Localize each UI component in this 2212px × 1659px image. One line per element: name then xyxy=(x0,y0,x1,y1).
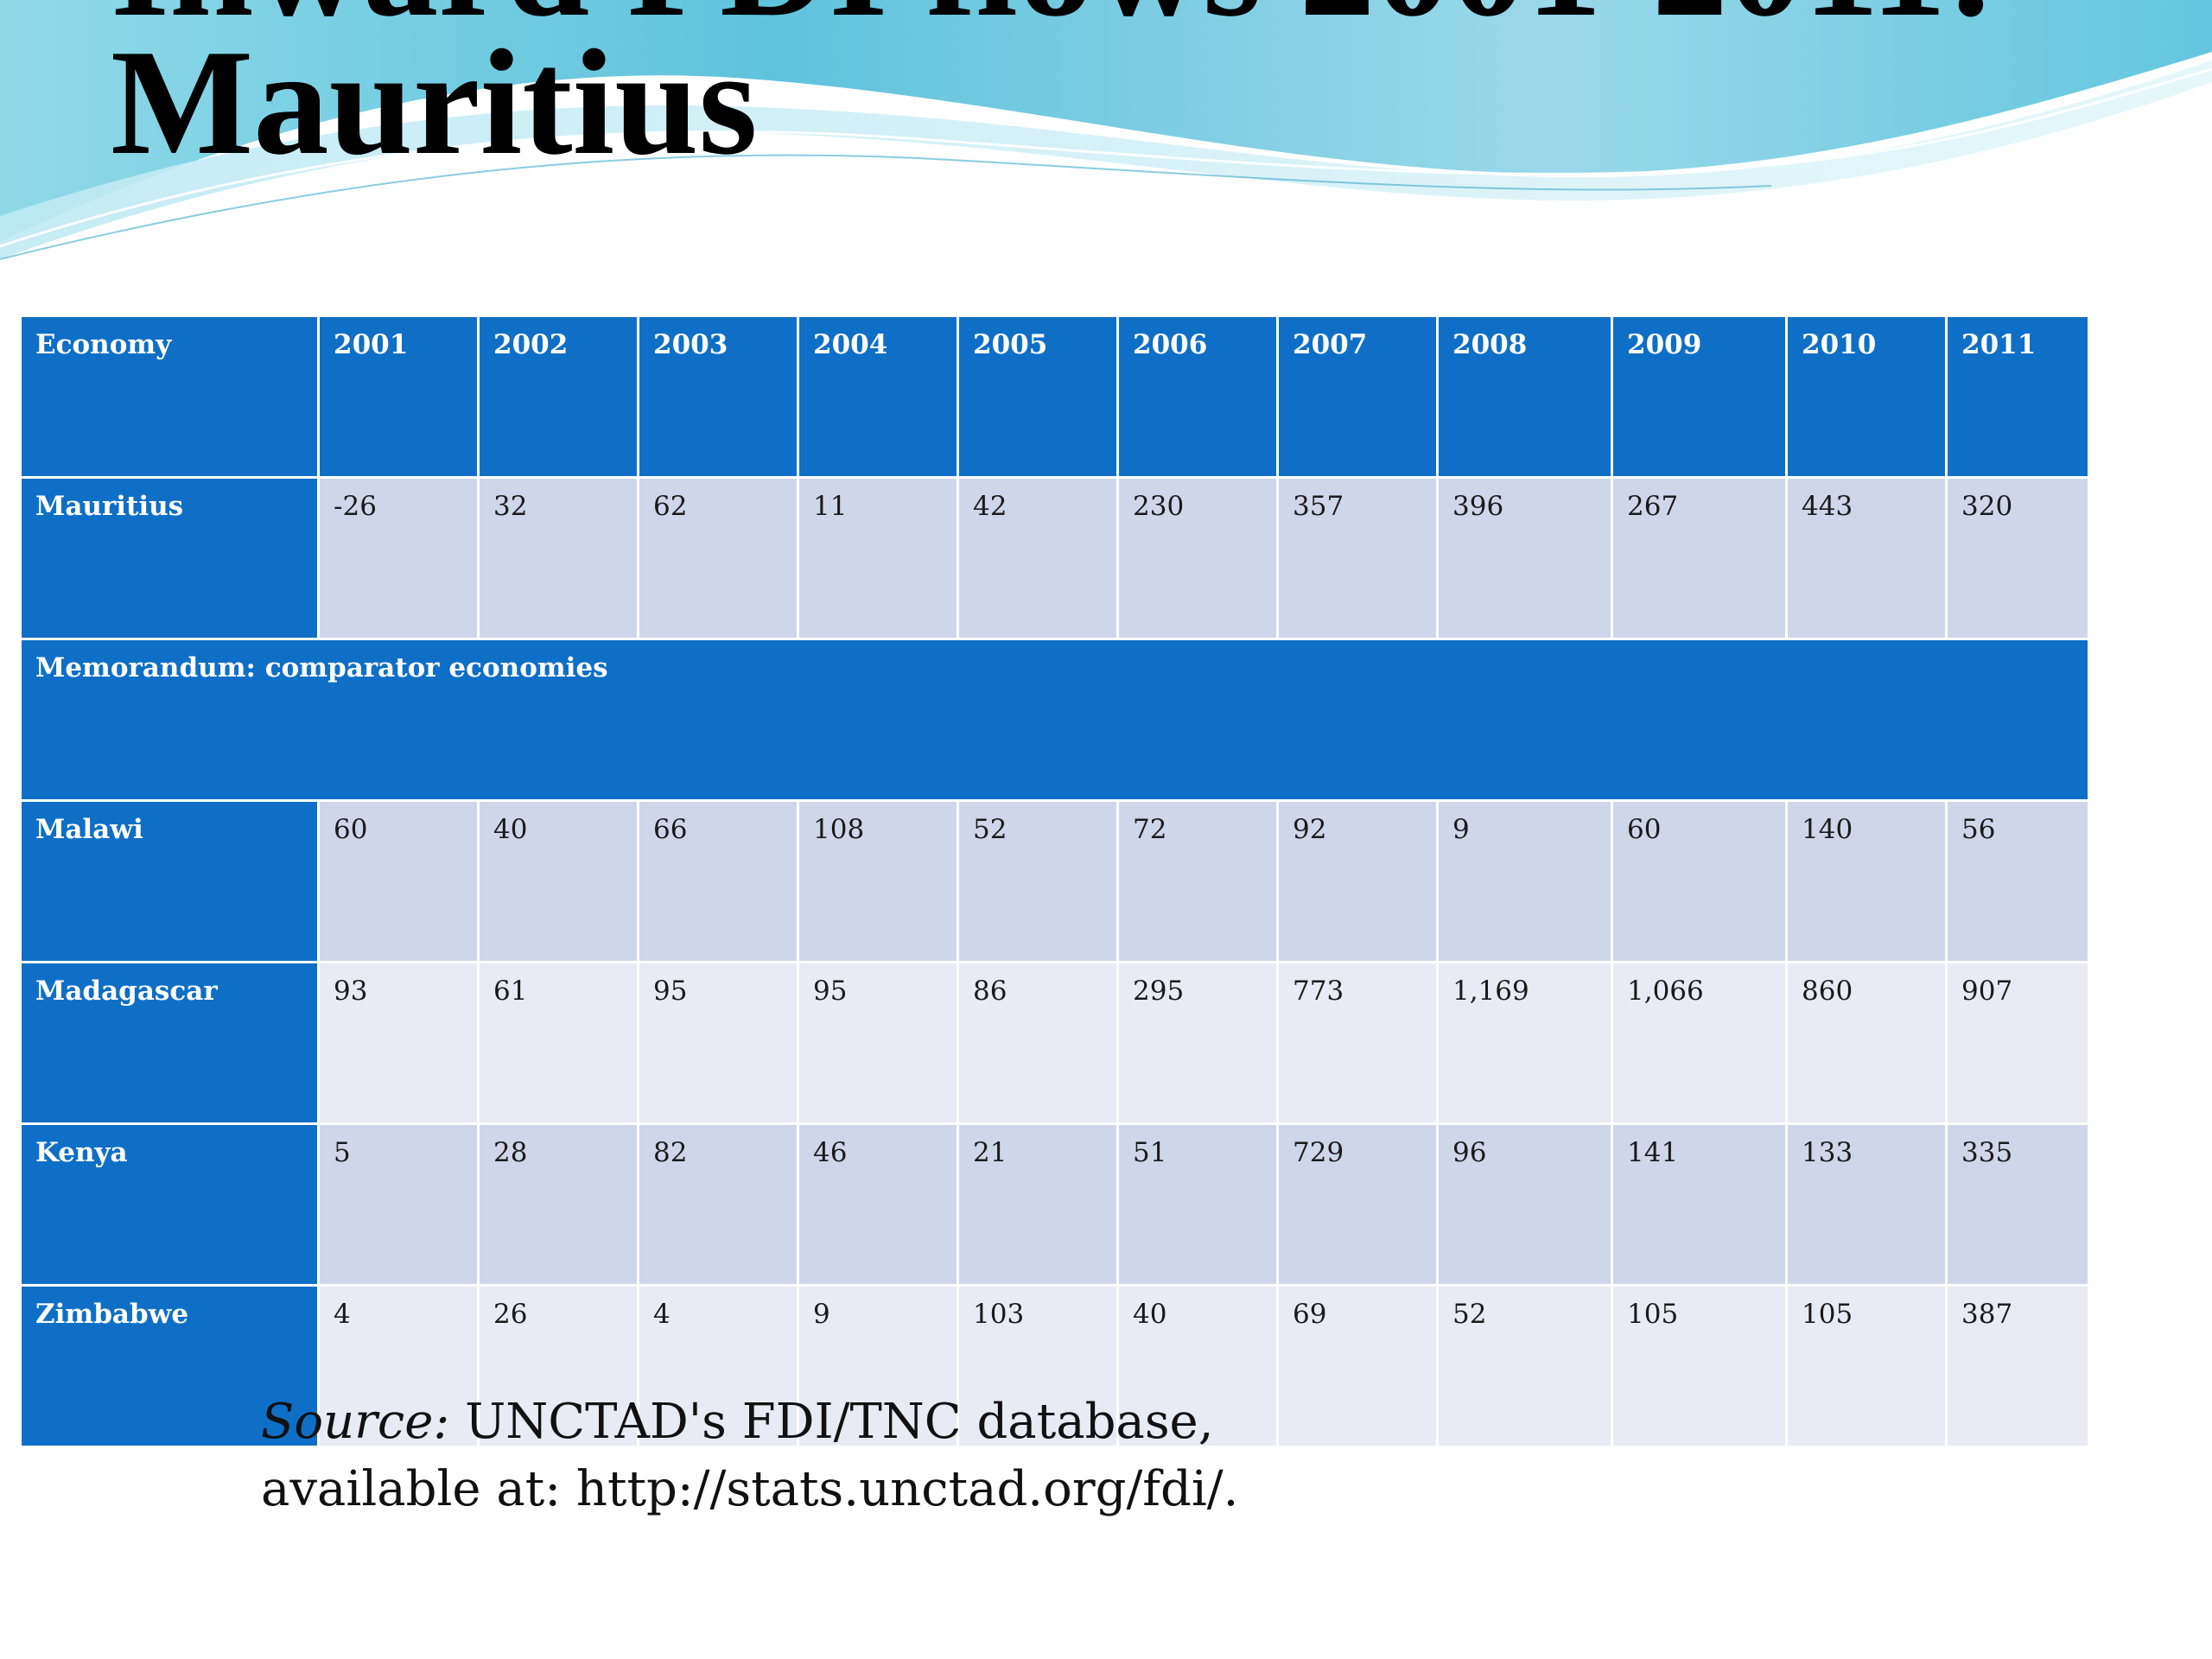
table-cell: 28 xyxy=(480,1125,637,1284)
table-cell: 51 xyxy=(1119,1125,1276,1284)
title-line-2: Mauritius xyxy=(111,18,758,186)
header-cell: 2005 xyxy=(959,317,1116,476)
table-cell: 52 xyxy=(959,802,1116,961)
table-cell: 9 xyxy=(799,1287,957,1446)
table-cell: 93 xyxy=(320,963,477,1122)
table-cell: 295 xyxy=(1119,963,1276,1122)
table-header-row: Economy 2001 2002 2003 2004 2005 2006 20… xyxy=(22,317,2088,476)
header-cell: 2011 xyxy=(1948,317,2088,476)
table-cell: 396 xyxy=(1439,479,1611,638)
table-cell: 387 xyxy=(1948,1287,2088,1446)
table-cell: 40 xyxy=(1119,1287,1276,1446)
table-row: Kenya 5 28 82 46 21 51 729 96 141 133 33… xyxy=(22,1125,2088,1284)
table-cell: 11 xyxy=(799,479,957,638)
table-cell: 320 xyxy=(1948,479,2088,638)
table-cell: 95 xyxy=(799,963,957,1122)
table-cell: -26 xyxy=(320,479,477,638)
table-cell: 52 xyxy=(1439,1287,1611,1446)
table-cell: 133 xyxy=(1788,1125,1945,1284)
table-cell: 69 xyxy=(1279,1287,1436,1446)
header-cell: 2009 xyxy=(1613,317,1785,476)
table-cell: 5 xyxy=(320,1125,477,1284)
header-cell: 2008 xyxy=(1439,317,1611,476)
table-cell: 105 xyxy=(1788,1287,1945,1446)
table-cell: 230 xyxy=(1119,479,1276,638)
table-cell: 357 xyxy=(1279,479,1436,638)
table-cell: 860 xyxy=(1788,963,1945,1122)
table-cell: 1,066 xyxy=(1613,963,1785,1122)
header-cell: Economy xyxy=(22,317,317,476)
table-cell: 103 xyxy=(959,1287,1116,1446)
table-cell: 42 xyxy=(959,479,1116,638)
table-cell: 105 xyxy=(1613,1287,1785,1446)
table-row-mauritius: Mauritius -26 32 62 11 42 230 357 396 26… xyxy=(22,479,2088,638)
slide-title: Inward FDI flows 2001-2011: Mauritius xyxy=(111,0,1997,178)
table-cell: 140 xyxy=(1788,802,1945,961)
table-cell: 32 xyxy=(480,479,637,638)
header-cell: 2004 xyxy=(799,317,957,476)
memorandum-heading: Memorandum: comparator economies xyxy=(22,640,2088,799)
header-cell: 2003 xyxy=(639,317,797,476)
table-cell: 60 xyxy=(1613,802,1785,961)
table-cell: 4 xyxy=(639,1287,797,1446)
table-cell: 61 xyxy=(480,963,637,1122)
table-cell: 729 xyxy=(1279,1125,1436,1284)
row-label: Malawi xyxy=(22,802,317,961)
table-cell: 1,169 xyxy=(1439,963,1611,1122)
header-cell: 2001 xyxy=(320,317,477,476)
table-row-memorandum: Memorandum: comparator economies xyxy=(22,640,2088,799)
table-row: Madagascar 93 61 95 95 86 295 773 1,169 … xyxy=(22,963,2088,1122)
table-row: Malawi 60 40 66 108 52 72 92 9 60 140 56 xyxy=(22,802,2088,961)
table-cell: 443 xyxy=(1788,479,1945,638)
row-label: Mauritius xyxy=(22,479,317,638)
header-cell: 2007 xyxy=(1279,317,1436,476)
table-cell: 56 xyxy=(1948,802,2088,961)
table-cell: 46 xyxy=(799,1125,957,1284)
table-cell: 267 xyxy=(1613,479,1785,638)
table-cell: 141 xyxy=(1613,1125,1785,1284)
table-cell: 62 xyxy=(639,479,797,638)
table-cell: 4 xyxy=(320,1287,477,1446)
source-text-line-1: UNCTAD's FDI/TNC database, xyxy=(465,1394,1214,1450)
row-label: Kenya xyxy=(22,1125,317,1284)
header-cell: 2002 xyxy=(480,317,637,476)
table-cell: 66 xyxy=(639,802,797,961)
table-row: Zimbabwe 4 26 4 9 103 40 69 52 105 105 3… xyxy=(22,1287,2088,1446)
wave-background xyxy=(0,0,2212,260)
fdi-table: Economy 2001 2002 2003 2004 2005 2006 20… xyxy=(19,315,2090,1448)
source-note: Source: UNCTAD's FDI/TNC database, availa… xyxy=(261,1389,1238,1523)
table-cell: 40 xyxy=(480,802,637,961)
table-cell: 72 xyxy=(1119,802,1276,961)
row-label: Zimbabwe xyxy=(22,1287,317,1446)
table-cell: 60 xyxy=(320,802,477,961)
table-cell: 907 xyxy=(1948,963,2088,1122)
table-cell: 21 xyxy=(959,1125,1116,1284)
source-text-line-2: available at: http://stats.unctad.org/fd… xyxy=(261,1461,1239,1517)
table-cell: 9 xyxy=(1439,802,1611,961)
table-cell: 108 xyxy=(799,802,957,961)
row-label: Madagascar xyxy=(22,963,317,1122)
header-cell: 2010 xyxy=(1788,317,1945,476)
header-cell: 2006 xyxy=(1119,317,1276,476)
table-cell: 82 xyxy=(639,1125,797,1284)
table-cell: 95 xyxy=(639,963,797,1122)
table-cell: 26 xyxy=(480,1287,637,1446)
table-cell: 92 xyxy=(1279,802,1436,961)
table-cell: 86 xyxy=(959,963,1116,1122)
table-cell: 335 xyxy=(1948,1125,2088,1284)
table-cell: 773 xyxy=(1279,963,1436,1122)
source-label: Source: xyxy=(261,1394,450,1450)
table-cell: 96 xyxy=(1439,1125,1611,1284)
